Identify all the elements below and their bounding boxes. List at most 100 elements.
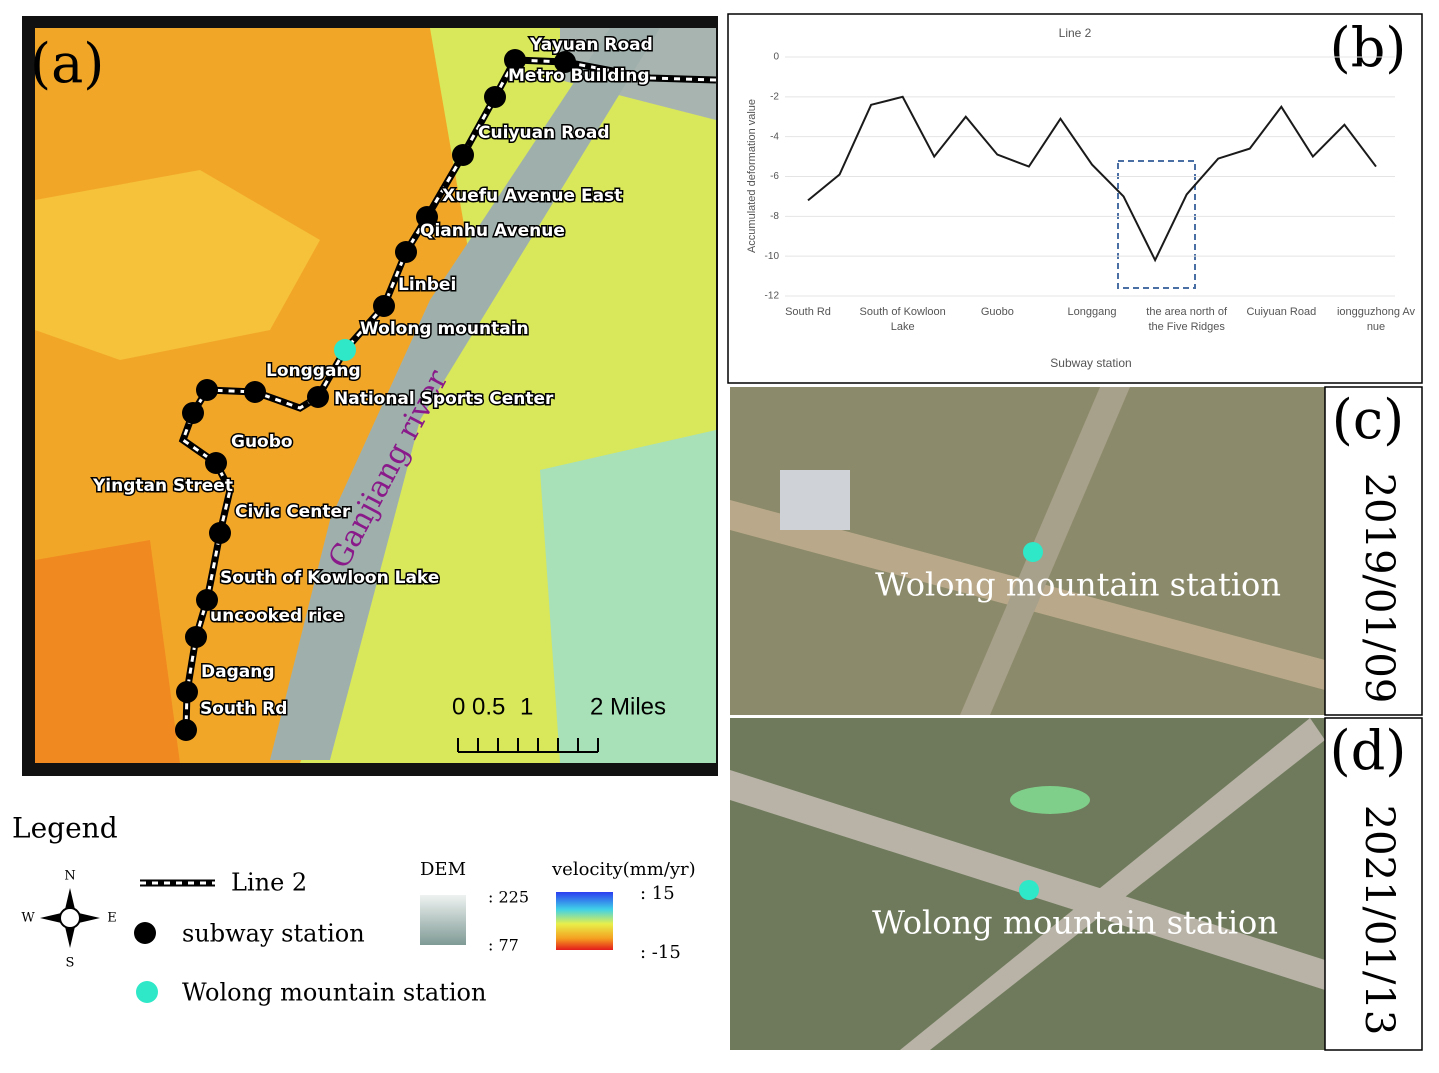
y-axis-label: Accumulated deformation value	[746, 99, 758, 253]
station-label: South Rd	[200, 699, 287, 719]
map-area	[35, 540, 180, 763]
pond	[1010, 786, 1090, 814]
x-tick-label: the area north of the Five Ridges	[1146, 306, 1228, 333]
panel-label: (c)	[1332, 388, 1404, 451]
chart-title: Line 2	[1059, 26, 1092, 40]
y-tick-label: -4	[770, 131, 779, 142]
station-label: National Sports Center	[334, 389, 554, 409]
station-dot	[504, 49, 526, 71]
legend-item: Wolong mountain station	[182, 979, 486, 1007]
station-dot	[182, 402, 204, 424]
compass-label: S	[66, 956, 75, 971]
x-axis-label: Subway station	[1050, 356, 1131, 370]
date-box	[1324, 386, 1423, 716]
station-label: Yingtan Street	[92, 476, 233, 496]
x-tick-label: Cuiyuan Road	[1246, 306, 1317, 318]
y-tick-label: -8	[770, 211, 779, 222]
station-label: Metro Building	[508, 66, 650, 86]
panel-label: (a)	[30, 32, 104, 95]
velocity-high: : 15	[640, 883, 675, 904]
station-label: Cuiyuan Road	[478, 123, 610, 143]
velocity-ramp	[556, 892, 613, 950]
compass-label: N	[64, 869, 75, 884]
x-tick-label: iongguzhong Av nue	[1336, 306, 1416, 333]
station-dot	[196, 379, 218, 401]
velocity-title: velocity(mm/yr)	[551, 859, 696, 880]
station-label: Wolong mountain	[360, 319, 529, 339]
station-marker	[1023, 542, 1043, 562]
y-tick-label: 0	[773, 52, 779, 63]
photo-date: 2019/01/09	[1356, 473, 1402, 704]
x-tick-label: Guobo	[980, 306, 1014, 318]
station-label: Yayuan Road	[529, 35, 653, 55]
station-label: Longgang	[266, 361, 361, 381]
x-tick-label: Longgang	[1067, 306, 1117, 318]
station-label: uncooked rice	[210, 606, 344, 626]
road	[730, 770, 1325, 990]
dem-title: DEM	[420, 859, 466, 880]
river	[270, 28, 660, 760]
photo-caption: Wolong mountain station	[875, 566, 1281, 604]
station-dot	[416, 206, 438, 228]
y-tick-label: -6	[770, 171, 779, 182]
scale-label: 0	[452, 693, 465, 720]
station-label: Civic Center	[235, 502, 351, 522]
y-tick-label: -2	[770, 91, 779, 102]
map-area	[35, 170, 320, 360]
legend-item: Line 2	[231, 869, 307, 897]
station-dot	[554, 51, 576, 73]
photo-date: 2021/01/13	[1356, 805, 1402, 1036]
photo-caption: Wolong mountain station	[872, 904, 1278, 942]
station-marker	[1019, 880, 1039, 900]
chart-panel	[727, 13, 1423, 384]
panel-label: (d)	[1330, 719, 1407, 782]
velocity-low: : -15	[640, 942, 681, 963]
station-label: Dagang	[201, 662, 275, 682]
station-dot	[175, 719, 197, 741]
station-dot	[373, 295, 395, 317]
road	[960, 387, 1130, 715]
station-dot	[244, 381, 266, 403]
station-label: Xuefu Avenue East	[442, 186, 622, 206]
compass	[40, 888, 100, 948]
scale-label: 0.5	[472, 693, 505, 720]
map-area	[540, 430, 716, 763]
road	[900, 718, 1325, 1050]
station-dot	[176, 681, 198, 703]
legend-title: Legend	[12, 812, 118, 845]
dem-low: : 77	[488, 936, 519, 955]
building	[780, 470, 850, 530]
panel-label: (b)	[1330, 16, 1407, 79]
wolong-station-dot	[334, 339, 356, 361]
compass-label: E	[107, 911, 117, 926]
legend-dot	[136, 981, 158, 1003]
date-box	[1324, 717, 1423, 1051]
compass-label: W	[21, 911, 35, 926]
station-label: South of Kowloon Lake	[220, 568, 439, 588]
line-2-route	[181, 58, 717, 731]
station-dot	[196, 589, 218, 611]
highlight-box	[1117, 160, 1196, 289]
legend-item: subway station	[182, 920, 365, 948]
scale-label: 1	[520, 693, 533, 720]
station-dot	[307, 386, 329, 408]
station-dot	[452, 144, 474, 166]
dem-ramp	[420, 895, 466, 945]
dem-high: : 225	[488, 888, 529, 907]
legend-dot	[134, 922, 156, 944]
station-dot	[395, 241, 417, 263]
station-dot	[209, 522, 231, 544]
data-line	[807, 95, 1377, 263]
y-tick-label: -10	[765, 251, 780, 262]
station-dot	[484, 86, 506, 108]
station-label: Qianhu Avenue	[420, 221, 565, 241]
station-label: Linbei	[398, 275, 456, 295]
station-label: Guobo	[231, 432, 293, 452]
x-tick-label: South of Kowloon Lake	[859, 306, 946, 333]
scale-label: 2 Miles	[590, 693, 666, 720]
y-tick-label: -12	[765, 291, 780, 302]
x-tick-label: South Rd	[785, 306, 831, 318]
station-dot	[205, 452, 227, 474]
